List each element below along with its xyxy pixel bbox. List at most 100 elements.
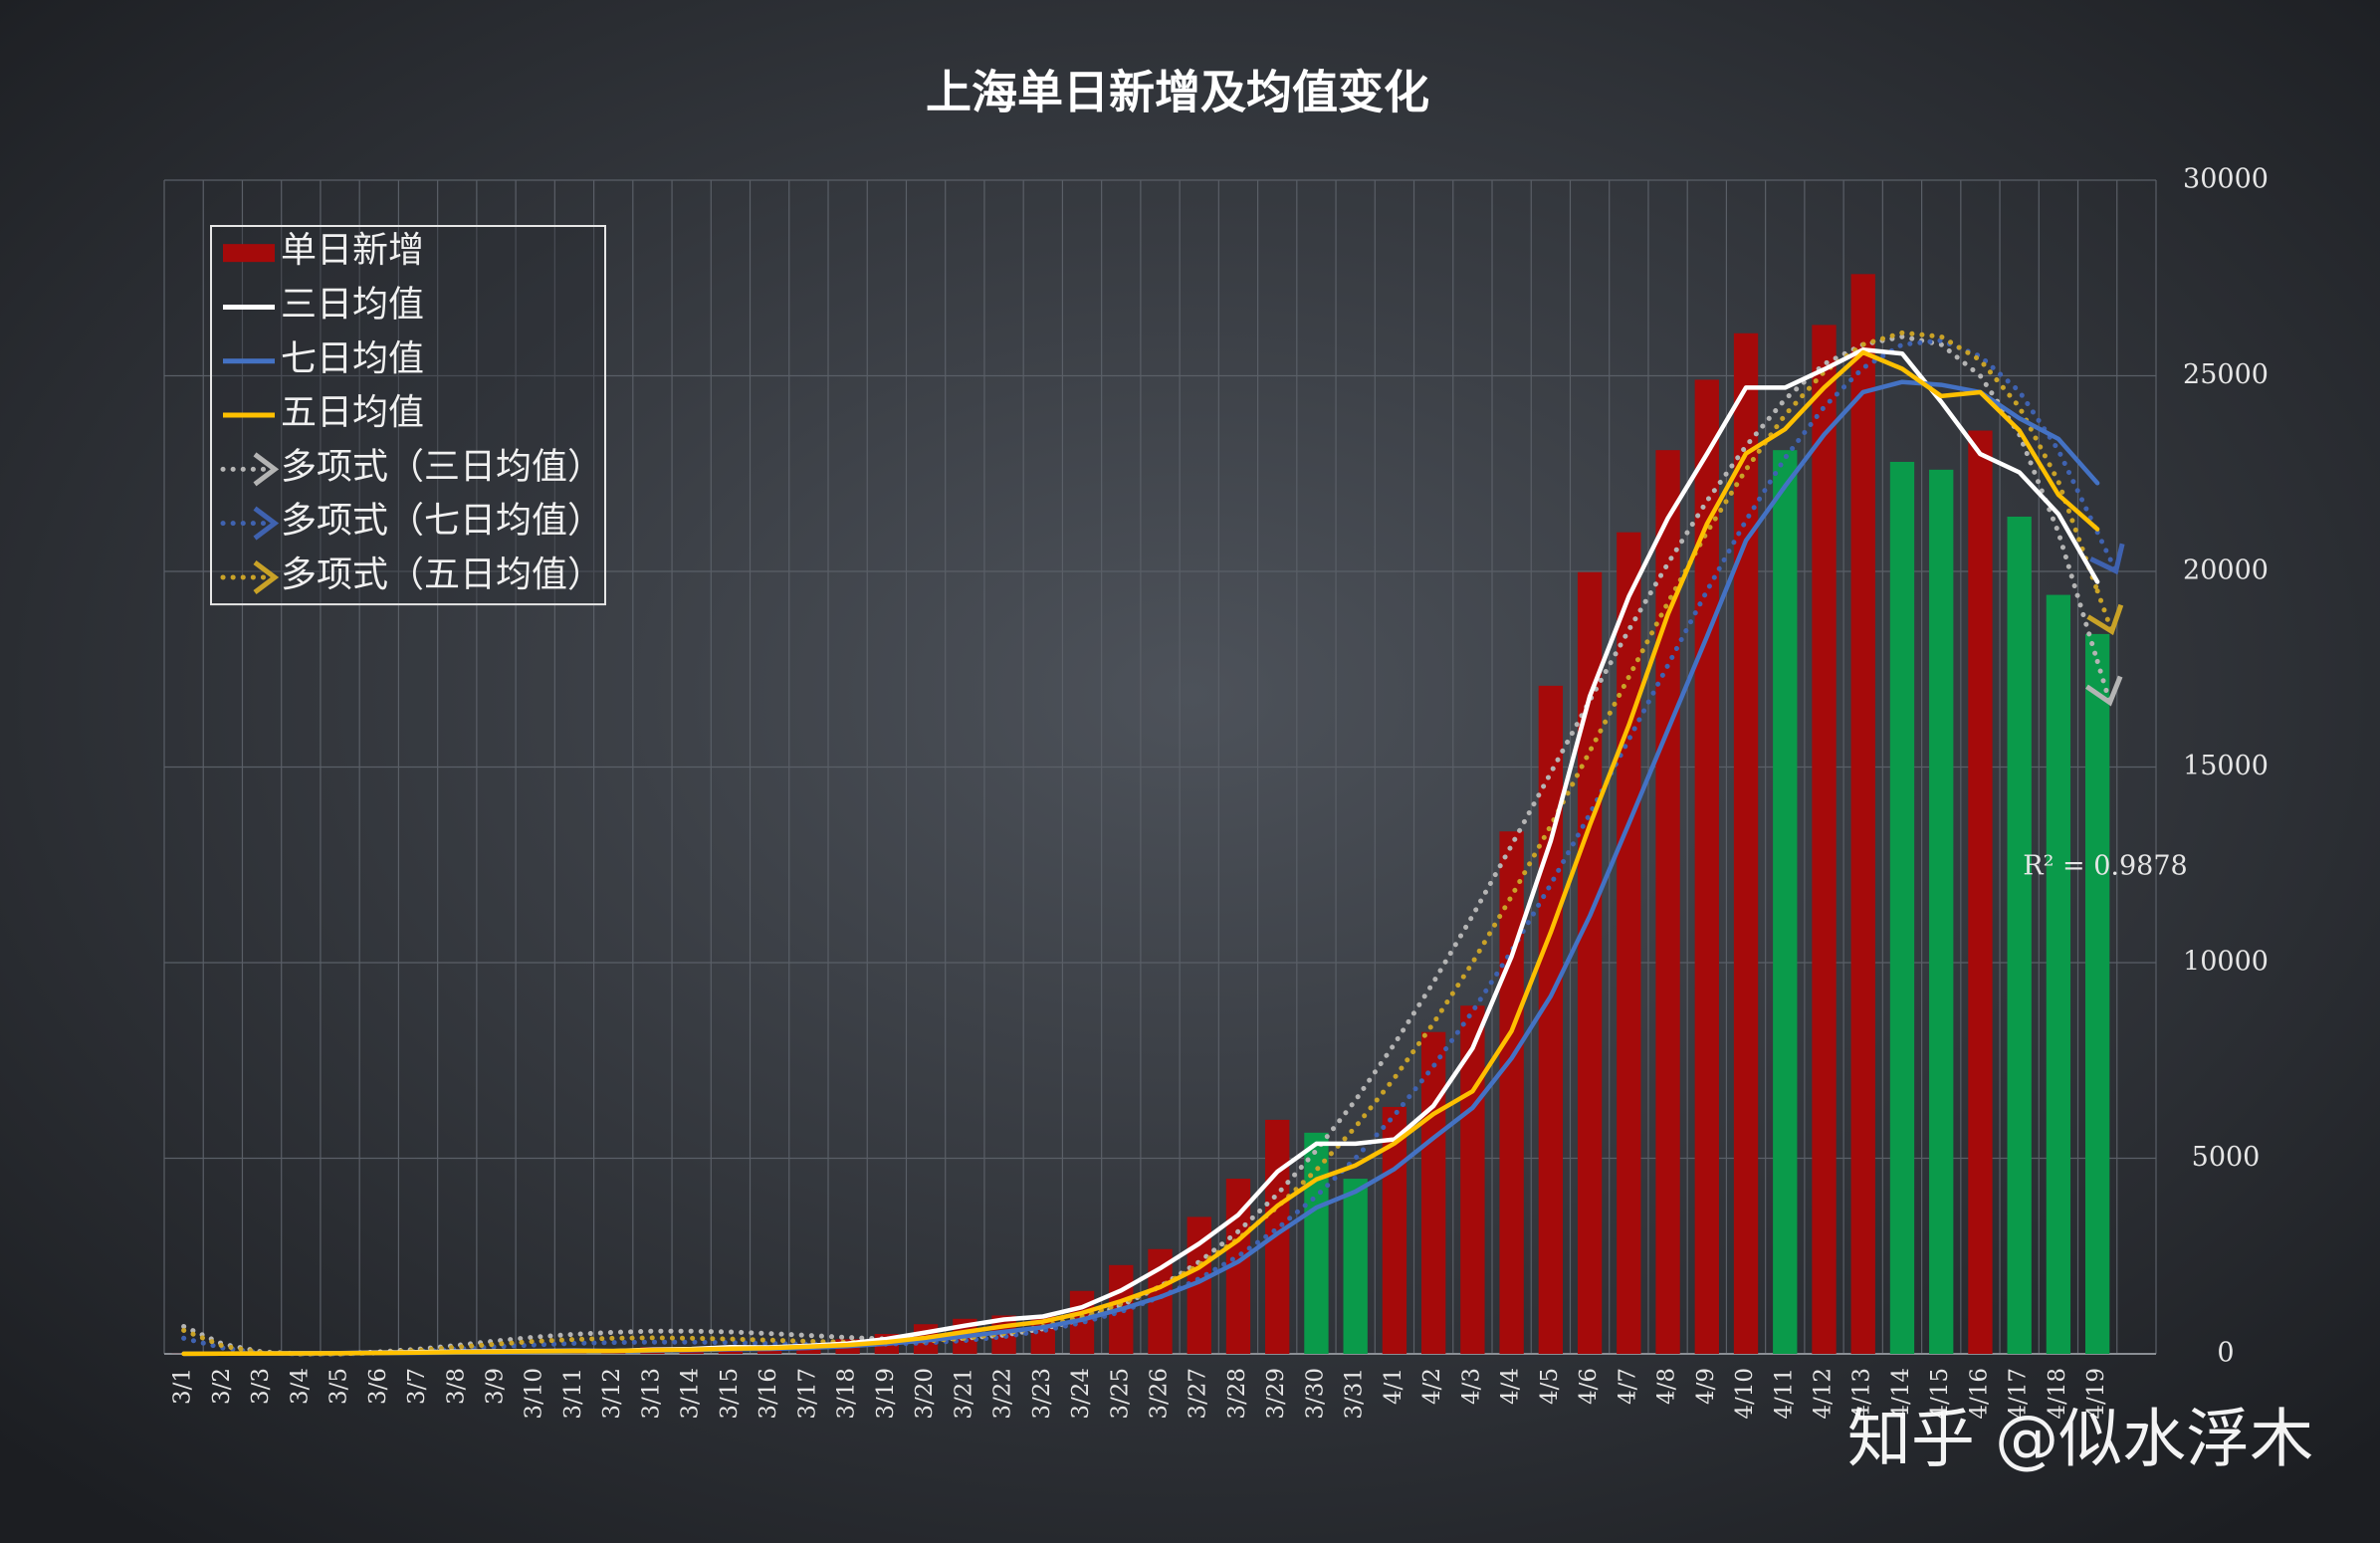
x-tick-label: 3/14 xyxy=(678,1368,704,1420)
legend-arrow xyxy=(253,559,280,594)
legend-label: 单日新增 xyxy=(281,230,424,271)
x-tick-label: 3/8 xyxy=(443,1368,469,1405)
trend-extension xyxy=(2094,658,2113,706)
legend-label: 五日均值 xyxy=(281,392,424,433)
bar xyxy=(1420,1031,1446,1354)
x-tick-label: 4/5 xyxy=(1537,1368,1563,1405)
annotation: R² = 0.9878 xyxy=(2023,851,2187,882)
x-tick-label: 4/11 xyxy=(1771,1368,1797,1420)
y-tick-label: 25000 xyxy=(2183,359,2269,390)
line xyxy=(181,349,2100,1357)
bar xyxy=(1968,430,1993,1354)
x-tick-label: 3/13 xyxy=(638,1368,664,1420)
x-tick-label: 4/16 xyxy=(1966,1368,1992,1420)
trend-extension xyxy=(2094,588,2115,634)
bar xyxy=(2084,633,2110,1354)
x-tick-label: 3/2 xyxy=(209,1368,235,1405)
x-tick-label: 3/28 xyxy=(1224,1368,1250,1420)
x-tick-label: 3/21 xyxy=(951,1368,976,1420)
x-tick-label: 4/2 xyxy=(1419,1368,1445,1405)
x-tick-label: 3/15 xyxy=(717,1368,743,1420)
bar xyxy=(1812,325,1837,1354)
trend-arrow xyxy=(2085,675,2123,707)
bar xyxy=(1499,831,1524,1354)
x-tick-label: 3/24 xyxy=(1068,1368,1094,1420)
y-tick-label: 10000 xyxy=(2183,947,2269,978)
x-tick-label: 3/27 xyxy=(1186,1368,1211,1420)
x-tick-label: 4/12 xyxy=(1811,1368,1837,1420)
bar xyxy=(1655,450,1680,1354)
x-tick-label: 3/31 xyxy=(1342,1368,1368,1420)
bar xyxy=(2007,516,2032,1354)
x-tick-label: 4/1 xyxy=(1381,1368,1406,1405)
x-tick-label: 3/29 xyxy=(1263,1368,1289,1420)
bar xyxy=(1850,274,1875,1354)
x-tick-label: 3/16 xyxy=(756,1368,781,1420)
x-tick-label: 4/13 xyxy=(1849,1368,1875,1420)
bar xyxy=(1265,1119,1290,1354)
x-tick-label: 3/22 xyxy=(990,1368,1016,1420)
x-tick-label: 4/14 xyxy=(1888,1368,1914,1420)
legend-box xyxy=(210,225,606,606)
x-tick-label: 4/3 xyxy=(1458,1368,1484,1405)
x-tick-label: 3/6 xyxy=(365,1368,391,1405)
x-tick-label: 3/17 xyxy=(794,1368,820,1420)
legend-label: 多项式（五日均值） xyxy=(281,554,603,595)
x-tick-label: 4/9 xyxy=(1693,1368,1719,1405)
x-tick-label: 3/26 xyxy=(1147,1368,1173,1420)
x-tick-label: 3/30 xyxy=(1302,1368,1328,1420)
x-tick-label: 3/9 xyxy=(483,1368,509,1405)
legend-label: 多项式（七日均值） xyxy=(281,501,603,542)
x-tick-label: 4/19 xyxy=(2083,1368,2109,1420)
x-tick-label: 3/10 xyxy=(522,1368,547,1420)
x-tick-label: 3/18 xyxy=(834,1368,860,1420)
x-tick-label: 3/25 xyxy=(1107,1368,1133,1420)
x-tick-label: 4/4 xyxy=(1498,1368,1524,1405)
bar xyxy=(1929,469,1954,1354)
x-tick-label: 4/10 xyxy=(1732,1368,1758,1420)
bar xyxy=(1773,450,1798,1354)
x-tick-label: 3/23 xyxy=(1029,1368,1055,1420)
x-tick-label: 3/3 xyxy=(248,1368,274,1405)
legend-swatch xyxy=(223,244,275,263)
x-tick-label: 3/1 xyxy=(170,1368,196,1405)
x-tick-label: 4/7 xyxy=(1615,1368,1640,1405)
x-tick-label: 3/4 xyxy=(287,1368,313,1405)
watermark: 知乎 @似水浮木 xyxy=(1847,1404,2313,1477)
x-tick-label: 4/17 xyxy=(2006,1368,2032,1420)
bar xyxy=(1304,1132,1329,1354)
legend-arrow xyxy=(253,452,280,487)
bar xyxy=(1733,332,1759,1355)
trend-line xyxy=(181,333,2100,1357)
y-tick-label: 0 xyxy=(2217,1338,2234,1369)
x-tick-label: 3/5 xyxy=(326,1368,352,1405)
x-tick-label: 3/11 xyxy=(560,1368,586,1420)
x-tick-label: 4/6 xyxy=(1576,1368,1602,1405)
y-tick-label: 5000 xyxy=(2192,1142,2261,1173)
x-tick-label: 4/18 xyxy=(2045,1368,2070,1420)
x-tick-label: 3/7 xyxy=(404,1368,430,1405)
bar xyxy=(1889,461,1915,1355)
legend-label: 七日均值 xyxy=(281,338,424,379)
trend-arrow xyxy=(2089,543,2125,575)
bar xyxy=(1617,532,1641,1354)
chart-title: 上海单日新增及均值变化 xyxy=(926,66,1429,119)
legend-label: 三日均值 xyxy=(281,284,424,325)
bar xyxy=(2046,594,2071,1354)
trend-arrow xyxy=(2086,603,2124,636)
legend-arrow xyxy=(253,506,280,541)
x-tick-label: 3/12 xyxy=(599,1368,625,1420)
y-tick-label: 15000 xyxy=(2183,751,2269,781)
bar xyxy=(1343,1179,1368,1354)
trend-extension xyxy=(2094,530,2119,574)
x-tick-label: 3/19 xyxy=(873,1368,899,1420)
y-tick-label: 30000 xyxy=(2183,164,2269,195)
x-tick-label: 4/15 xyxy=(1927,1368,1953,1420)
legend-label: 多项式（三日均值） xyxy=(281,446,603,487)
bar xyxy=(1538,685,1564,1354)
plot: R² = 0.9878 知乎 @似水浮木 xyxy=(171,274,2313,1477)
y-tick-label: 20000 xyxy=(2183,555,2269,586)
x-tick-label: 4/8 xyxy=(1654,1368,1680,1405)
